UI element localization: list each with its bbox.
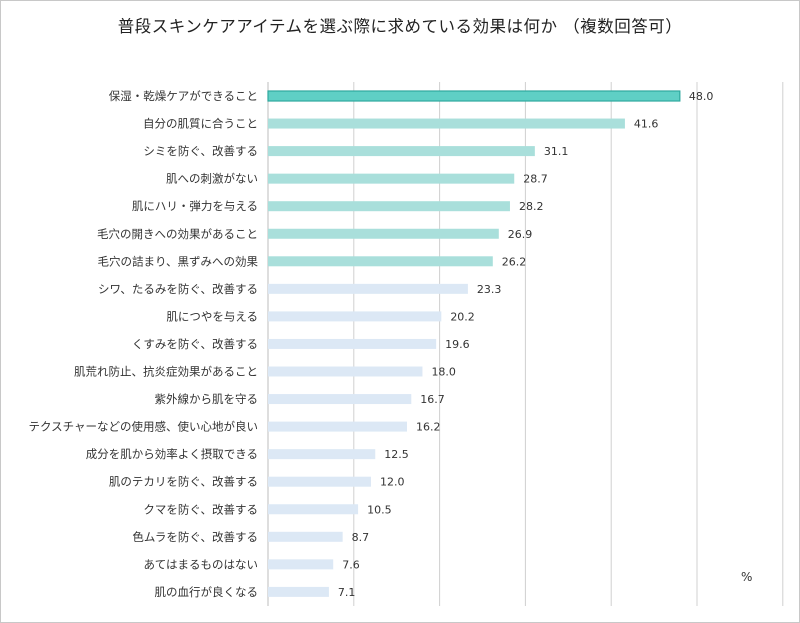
- bar: [268, 256, 493, 267]
- value-label: 19.6: [445, 338, 470, 351]
- category-label: 保湿・乾燥ケアができること: [109, 89, 258, 103]
- value-label: 31.1: [544, 145, 569, 158]
- bar: [268, 173, 515, 184]
- bar: [268, 283, 468, 294]
- bar: [268, 504, 359, 515]
- bar: [268, 586, 329, 597]
- value-label: 23.3: [477, 283, 502, 296]
- value-label: 41.6: [634, 118, 659, 131]
- value-label: 7.1: [338, 586, 356, 599]
- bar: [268, 228, 499, 239]
- category-label: シミを防ぐ、改善する: [143, 144, 258, 158]
- bar: [268, 559, 334, 570]
- value-label: 48.0: [689, 90, 714, 103]
- value-label: 18.0: [431, 366, 456, 379]
- bar: [268, 476, 371, 487]
- category-label: 肌にハリ・弾力を与える: [132, 199, 258, 213]
- chart-title: 普段スキンケアアイテムを選ぶ際に求めている効果は何か （複数回答可）: [117, 17, 683, 36]
- bar: [268, 118, 625, 129]
- bar: [268, 394, 412, 405]
- category-label: 肌荒れ防止、抗炎症効果があること: [74, 365, 258, 379]
- bar: [268, 338, 437, 349]
- category-label: クマを防ぐ、改善する: [143, 502, 258, 516]
- value-label: 16.7: [420, 393, 445, 406]
- category-label: 肌の血行が良くなる: [155, 585, 259, 599]
- category-label: 色ムラを防ぐ、改善する: [132, 530, 258, 544]
- category-label: シワ、たるみを防ぐ、改善する: [98, 282, 258, 296]
- bar: [268, 421, 407, 432]
- value-label: 28.2: [519, 200, 544, 213]
- value-label: 12.0: [380, 476, 405, 489]
- bar: [267, 90, 681, 102]
- value-label: 28.7: [523, 173, 548, 186]
- category-label: 自分の肌質に合うこと: [143, 117, 258, 131]
- value-label: 26.2: [502, 255, 527, 268]
- bar: [268, 311, 442, 322]
- bar: [268, 366, 423, 377]
- category-label: 紫外線から肌を守る: [155, 392, 259, 406]
- value-label: 8.7: [352, 531, 370, 544]
- unit-label: %: [741, 570, 753, 584]
- value-label: 7.6: [342, 558, 360, 571]
- value-label: 12.5: [384, 448, 409, 461]
- value-label: 20.2: [450, 310, 475, 323]
- value-label: 26.9: [508, 228, 533, 241]
- value-label: 10.5: [367, 503, 392, 516]
- category-label: 成分を肌から効率よく摂取できる: [86, 447, 258, 461]
- category-label: 毛穴の開きへの効果があること: [97, 227, 258, 241]
- bar: [268, 449, 376, 460]
- category-label: 肌への刺激がない: [166, 172, 258, 186]
- bar: [268, 201, 510, 212]
- category-label: 毛穴の詰まり、黒ずみへの効果: [97, 254, 258, 268]
- category-label: テクスチャーなどの使用感、使い心地が良い: [28, 420, 258, 434]
- category-label: くすみを防ぐ、改善する: [132, 337, 258, 351]
- value-label: 16.2: [416, 421, 441, 434]
- category-label: 肌のテカリを防ぐ、改善する: [109, 475, 258, 489]
- category-label: 肌につやを与える: [166, 309, 258, 323]
- bar: [268, 146, 535, 157]
- category-label: あてはまるものはない: [143, 557, 258, 571]
- bar: [268, 531, 343, 542]
